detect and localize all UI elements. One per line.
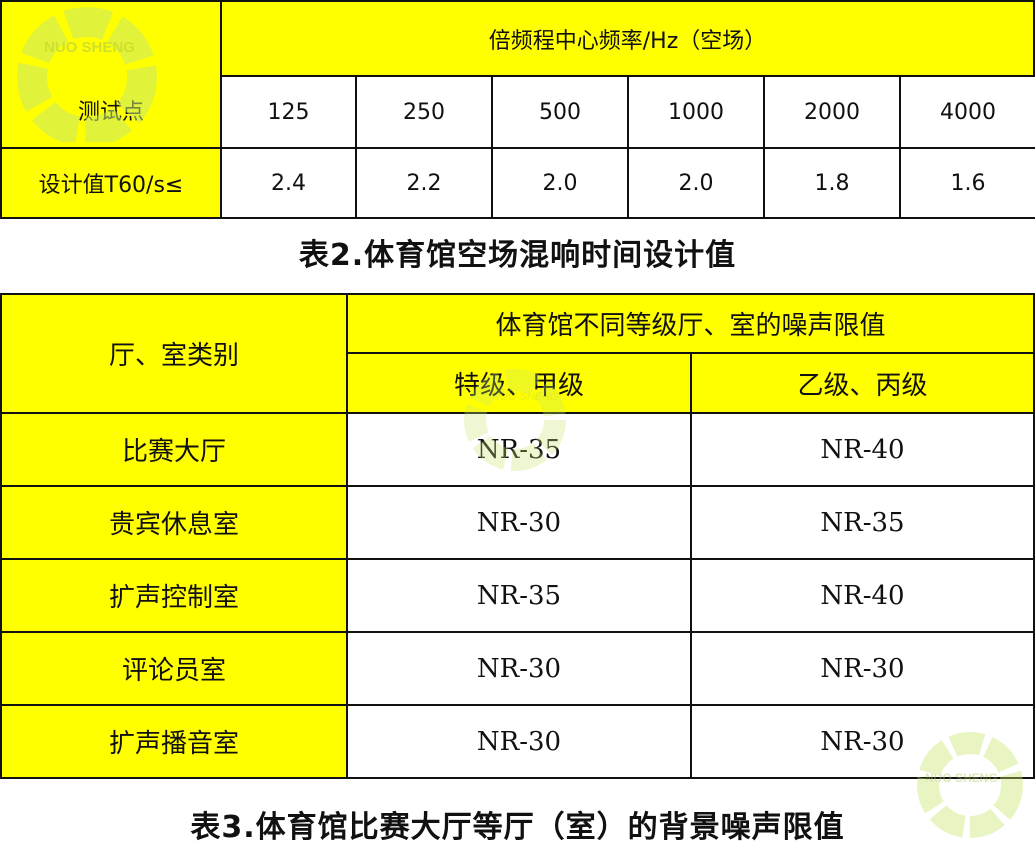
value-cell: 2.4 [220, 147, 357, 219]
value-cell-text: NR-30 [476, 726, 562, 757]
value-cell-text: 1.8 [814, 170, 850, 196]
group-header-cell: 体育馆不同等级厅、室的噪声限值 [346, 293, 1035, 354]
value-cell-text: NR-30 [476, 507, 562, 538]
value-cell: NR-40 [690, 558, 1035, 633]
corner-header-cell-text: 测试点 [77, 99, 144, 125]
value-cell: NR-30 [346, 704, 692, 779]
column-header-cell-text: 乙级、丙级 [797, 370, 928, 401]
frequency-header-cell: 2000 [763, 75, 901, 149]
frequency-header-cell: 1000 [627, 75, 765, 149]
value-cell: NR-30 [690, 704, 1035, 779]
value-cell-text: NR-35 [820, 507, 905, 538]
value-cell: 1.8 [763, 147, 901, 219]
value-cell-text: 2.0 [678, 170, 714, 196]
frequency-header-cell-text: 1000 [668, 99, 724, 125]
table3-caption: 表3.体育馆比赛大厅等厅（室）的背景噪声限值 [190, 810, 845, 845]
frequency-header-cell: 500 [491, 75, 629, 149]
value-cell: NR-30 [346, 631, 692, 706]
column-header-cell: 特级、甲级 [346, 352, 692, 414]
row-label-cell: 贵宾休息室 [0, 485, 348, 560]
row-label-cell: 评论员室 [0, 631, 348, 706]
group-header-cell-text: 体育馆不同等级厅、室的噪声限值 [495, 311, 886, 341]
frequency-header-cell-text: 250 [403, 99, 445, 125]
row-label-cell-text: 评论员室 [121, 656, 226, 686]
value-cell: NR-35 [346, 412, 692, 487]
value-cell: NR-30 [346, 485, 692, 560]
value-cell-text: NR-40 [820, 434, 905, 465]
row-label-cell-text: 比赛大厅 [121, 437, 226, 467]
group-header-cell-text: 倍频程中心频率/Hz（空场） [488, 28, 767, 54]
value-cell: 2.2 [355, 147, 493, 219]
frequency-header-cell: 4000 [899, 75, 1035, 149]
value-cell: 2.0 [491, 147, 629, 219]
row-label-cell-text: 设计值T60/s≤ [38, 173, 184, 198]
value-cell-text: NR-30 [820, 653, 905, 684]
value-cell: NR-35 [690, 485, 1035, 560]
frequency-header-cell-text: 4000 [940, 99, 996, 125]
value-cell-text: NR-40 [820, 580, 905, 611]
row-label-cell: 扩声播音室 [0, 704, 348, 779]
frequency-header-cell-text: 125 [267, 99, 310, 125]
value-cell-text: 1.6 [950, 170, 986, 196]
column-header-cell-text: 特级、甲级 [453, 370, 584, 401]
value-cell: 2.0 [627, 147, 765, 219]
value-cell-text: NR-30 [820, 726, 905, 757]
value-cell-text: 2.0 [542, 170, 578, 196]
row-label-cell: 比赛大厅 [0, 412, 348, 487]
value-cell-text: NR-35 [476, 580, 562, 611]
value-cell: NR-30 [690, 631, 1035, 706]
corner-header-cell-text: 厅、室类别 [108, 341, 239, 371]
value-cell-text: NR-35 [476, 434, 562, 465]
row-label-cell-text: 贵宾休息室 [108, 510, 239, 540]
value-cell-text: 2.2 [406, 170, 442, 196]
value-cell-text: 2.4 [271, 170, 306, 196]
table2-caption: 表2.体育馆空场混响时间设计值 [298, 238, 737, 273]
row-label-cell: 设计值T60/s≤ [0, 147, 222, 219]
frequency-header-cell-text: 2000 [804, 99, 860, 125]
value-cell: NR-35 [346, 558, 692, 633]
frequency-header-cell-text: 500 [539, 99, 581, 125]
row-label-cell-text: 扩声控制室 [108, 583, 239, 613]
value-cell-text: NR-30 [476, 653, 562, 684]
value-cell: 1.6 [899, 147, 1035, 219]
value-cell: NR-40 [690, 412, 1035, 487]
row-label-cell: 扩声控制室 [0, 558, 348, 633]
corner-header-cell: 厅、室类别 [0, 293, 348, 414]
frequency-header-cell: 125 [220, 75, 357, 149]
row-label-cell-text: 扩声播音室 [108, 729, 239, 759]
frequency-header-cell: 250 [355, 75, 493, 149]
column-header-cell: 乙级、丙级 [690, 352, 1035, 414]
group-header-cell: 倍频程中心频率/Hz（空场） [220, 0, 1035, 77]
